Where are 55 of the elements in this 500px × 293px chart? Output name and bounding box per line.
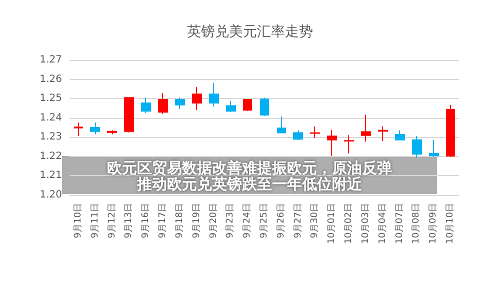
x-tick-label: 9月19日 [192, 203, 202, 238]
y-tick-label: 1.26 [40, 74, 62, 85]
candlestick [175, 97, 185, 110]
candlestick [74, 122, 83, 137]
y-tick-label: 1.23 [40, 132, 62, 143]
y-tick-label: 1.24 [40, 112, 62, 124]
y-tick-label: 1.20 [40, 190, 62, 200]
x-tick-label: 9月26日 [276, 203, 286, 238]
chart-title: 英镑兑美元汇率走势 [187, 24, 313, 40]
x-tick-label: 9月23日 [226, 203, 236, 238]
x-tick-label: 9月11日 [90, 203, 100, 238]
candlestick [344, 134, 354, 154]
y-tick-label: 1.22 [40, 150, 62, 162]
x-tick-label: 9月12日 [107, 203, 118, 238]
candlestick [378, 126, 388, 142]
candlestick [395, 130, 405, 141]
x-tick-label: 10月07日 [394, 203, 405, 244]
y-tick-label: 1.27 [40, 54, 62, 66]
x-tick-label: 9月20日 [208, 203, 219, 238]
x-tick-label: 9月10日 [73, 203, 84, 238]
candlestick [412, 136, 422, 158]
candlestick [192, 86, 202, 111]
candlestick [429, 139, 439, 158]
x-tick-label: 10月01日 [327, 203, 338, 244]
candlestick [243, 98, 252, 112]
x-tick-label: 10月09日 [428, 203, 439, 244]
candlestick [158, 92, 168, 114]
x-tick-label: 10月08日 [412, 203, 422, 244]
y-tick-label: 1.25 [40, 93, 62, 104]
candlestick [293, 130, 303, 141]
candlestick [327, 130, 337, 157]
candlestick [90, 122, 100, 135]
candlestick [310, 126, 320, 139]
x-tick-label: 9月30日 [310, 203, 320, 238]
x-tick-label: 9月24日 [242, 203, 253, 238]
x-tick-label: 9月17日 [158, 203, 168, 238]
candlestick [141, 97, 151, 114]
x-tick-label: 9月27日 [293, 203, 304, 238]
candlestick [209, 82, 219, 108]
x-tick-label: 9月16日 [141, 203, 152, 238]
x-tick-label: 10月03日 [360, 203, 371, 244]
candlestick [361, 114, 371, 142]
x-tick-label: 10月04日 [378, 203, 388, 244]
candlestick [226, 100, 236, 113]
candlestick [124, 97, 134, 133]
candlestick [260, 97, 269, 116]
x-tick-label: 9月25日 [260, 203, 270, 238]
candlestick [446, 104, 455, 158]
candlestick [277, 116, 286, 134]
candlestick [107, 130, 117, 135]
y-tick-label: 1.21 [40, 170, 62, 182]
x-tick-label: 10月10日 [446, 203, 456, 244]
x-tick-label: 9月18日 [174, 203, 185, 238]
x-tick-label: 9月13日 [124, 203, 134, 238]
x-tick-label: 10月02日 [344, 203, 354, 244]
